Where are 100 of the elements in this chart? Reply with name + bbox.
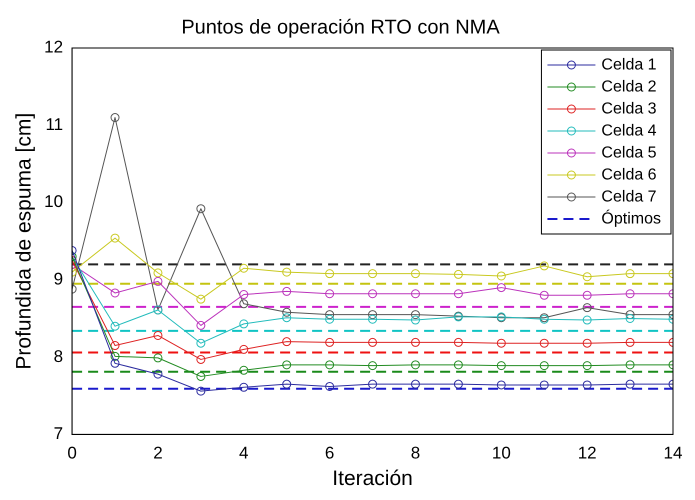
y-tick-label: 7 bbox=[54, 424, 64, 444]
point bbox=[282, 268, 292, 277]
point bbox=[110, 113, 120, 122]
point bbox=[410, 338, 420, 347]
point bbox=[153, 370, 162, 379]
point bbox=[110, 358, 120, 368]
point bbox=[239, 382, 248, 392]
point bbox=[454, 289, 463, 298]
x-tick-label: 4 bbox=[239, 443, 249, 462]
point bbox=[368, 310, 378, 320]
point bbox=[325, 314, 334, 324]
point bbox=[410, 269, 420, 278]
x-tick-label: 0 bbox=[67, 443, 77, 462]
point bbox=[582, 338, 592, 348]
point bbox=[282, 380, 292, 389]
legend-label: Óptimos bbox=[601, 209, 662, 228]
point bbox=[239, 290, 248, 300]
point bbox=[582, 361, 592, 370]
point bbox=[454, 360, 463, 370]
point bbox=[282, 337, 292, 346]
point bbox=[325, 289, 334, 298]
point bbox=[196, 294, 206, 304]
legend-label: Celda 2 bbox=[601, 78, 657, 96]
point bbox=[368, 338, 378, 347]
point bbox=[540, 380, 549, 390]
x-tick-label: 12 bbox=[578, 443, 597, 462]
point bbox=[239, 264, 248, 273]
point bbox=[368, 289, 378, 298]
point bbox=[626, 314, 635, 323]
point bbox=[410, 289, 420, 298]
point bbox=[325, 360, 334, 370]
point bbox=[325, 382, 334, 391]
point bbox=[496, 361, 506, 370]
point bbox=[540, 290, 549, 300]
legend-label: Celda 7 bbox=[601, 188, 657, 206]
y-tick-label: 9 bbox=[54, 270, 64, 289]
y-tick-label: 10 bbox=[44, 192, 64, 212]
point bbox=[582, 290, 592, 300]
point bbox=[196, 372, 206, 381]
point bbox=[196, 204, 206, 214]
point bbox=[368, 361, 378, 370]
point bbox=[410, 316, 420, 325]
point bbox=[239, 299, 248, 308]
point bbox=[196, 386, 206, 396]
y-tick-label: 8 bbox=[54, 346, 64, 366]
x-tick-label: 2 bbox=[153, 443, 163, 462]
point bbox=[496, 283, 506, 292]
legend-label: Celda 3 bbox=[601, 100, 657, 118]
point bbox=[110, 341, 120, 350]
point bbox=[582, 380, 592, 390]
legend-label: Celda 5 bbox=[601, 144, 657, 162]
point bbox=[626, 269, 635, 278]
point bbox=[496, 271, 506, 280]
point bbox=[325, 338, 334, 347]
point bbox=[410, 310, 420, 320]
point bbox=[196, 338, 206, 348]
point bbox=[282, 313, 292, 322]
point bbox=[325, 310, 334, 320]
point bbox=[153, 268, 162, 278]
point bbox=[582, 272, 592, 282]
point bbox=[153, 330, 162, 340]
point bbox=[540, 261, 549, 270]
point bbox=[282, 308, 292, 317]
point bbox=[368, 380, 378, 389]
point bbox=[239, 366, 248, 375]
x-tick-label: 14 bbox=[664, 443, 682, 462]
x-tick-label: 8 bbox=[410, 443, 420, 462]
point bbox=[196, 354, 206, 364]
point bbox=[368, 314, 378, 324]
point bbox=[626, 360, 635, 370]
point bbox=[196, 320, 206, 330]
point bbox=[153, 276, 162, 286]
point bbox=[325, 269, 334, 278]
y-axis-title: Profundida de espuma [cm] bbox=[12, 112, 36, 370]
point bbox=[454, 270, 463, 279]
point bbox=[282, 360, 292, 370]
point bbox=[454, 380, 463, 389]
point bbox=[626, 289, 635, 298]
point bbox=[626, 310, 635, 320]
point bbox=[626, 338, 635, 347]
y-tick-label: 12 bbox=[44, 38, 64, 57]
x-axis-title: Iteración bbox=[332, 467, 413, 490]
point bbox=[282, 286, 292, 296]
point bbox=[410, 380, 420, 389]
point bbox=[582, 316, 592, 325]
x-tick-label: 10 bbox=[492, 443, 511, 462]
point bbox=[368, 269, 378, 278]
point bbox=[582, 303, 592, 312]
point bbox=[540, 338, 549, 348]
point bbox=[239, 319, 248, 328]
legend-label: Celda 1 bbox=[601, 56, 657, 74]
point bbox=[410, 360, 420, 370]
point bbox=[626, 380, 635, 389]
point bbox=[110, 352, 120, 361]
chart-title: Puntos de operación RTO con NMA bbox=[181, 16, 500, 39]
legend-label: Celda 4 bbox=[601, 122, 657, 140]
point bbox=[110, 322, 120, 331]
legend-label: Celda 6 bbox=[601, 166, 657, 184]
point bbox=[540, 361, 549, 370]
point bbox=[110, 234, 120, 243]
